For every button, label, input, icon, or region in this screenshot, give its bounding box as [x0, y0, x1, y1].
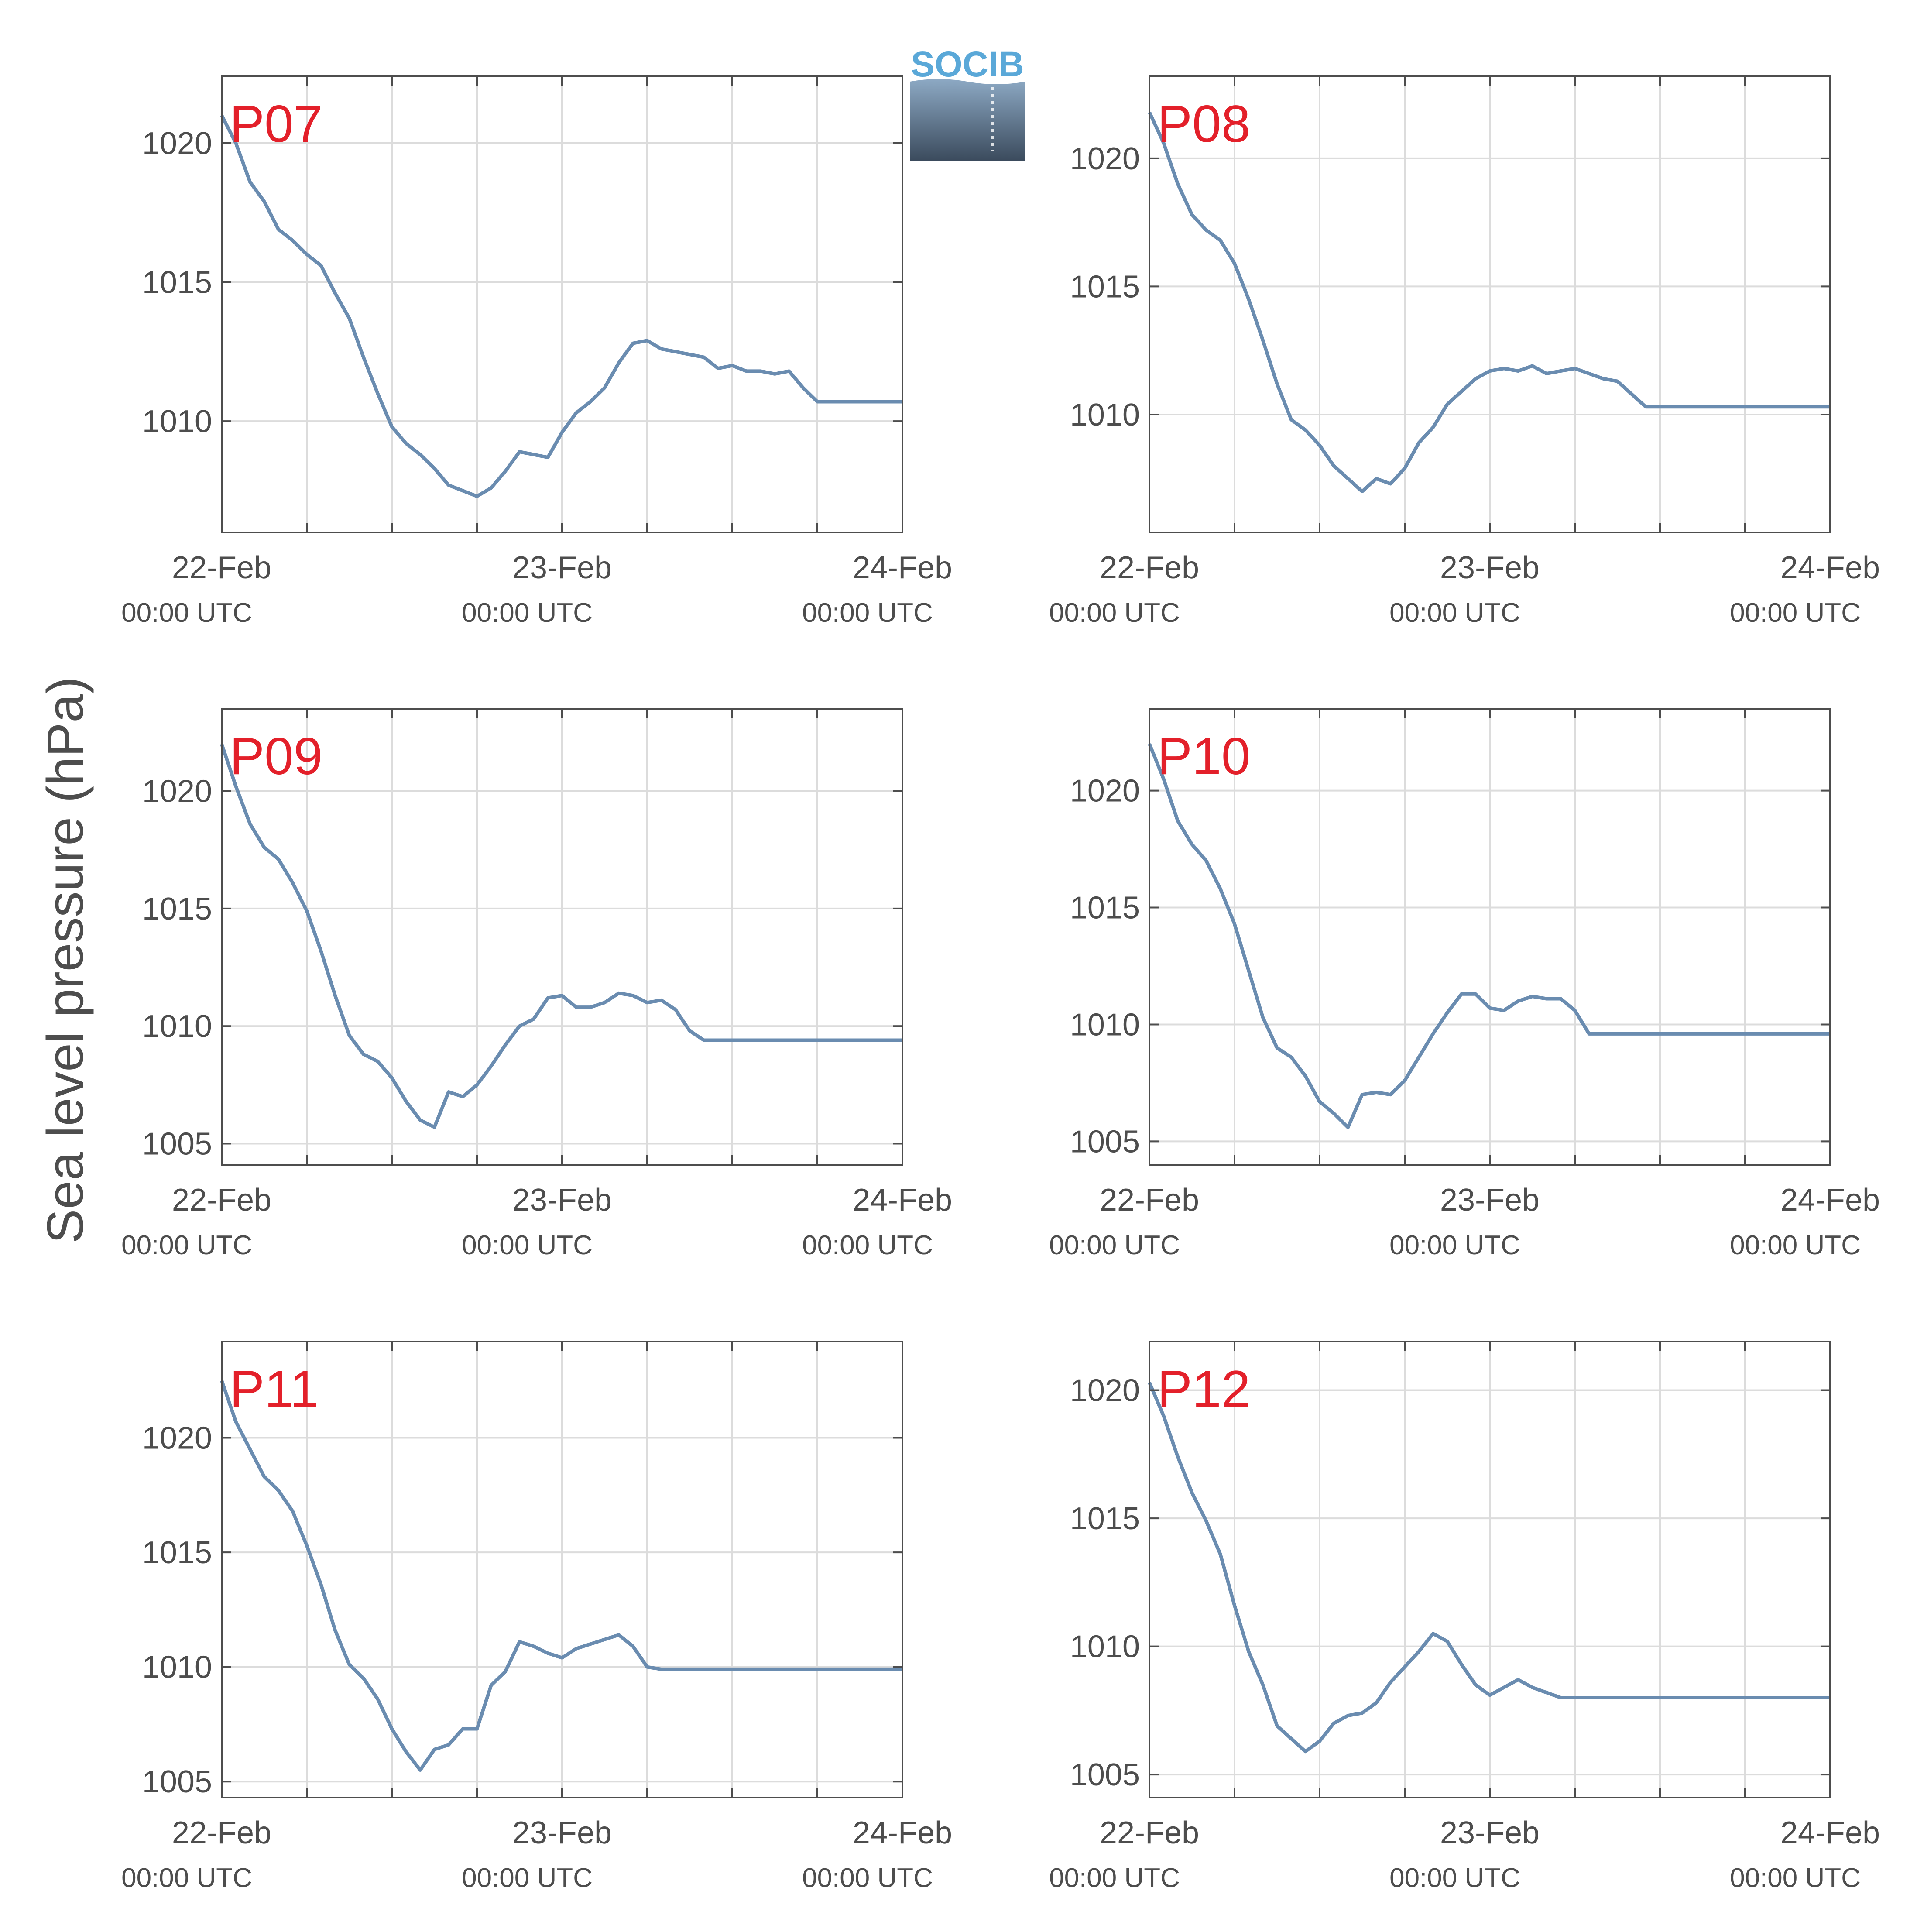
y-tick-label: 1015 [1070, 269, 1140, 304]
y-tick-label: 1020 [1070, 774, 1140, 809]
series-line [1148, 743, 1830, 1129]
x-tick-label: 23-Feb [512, 1183, 612, 1218]
x-tick-label: 22-Feb [1100, 1183, 1199, 1218]
x-tick-time-label: 00:00 UTC [1049, 1230, 1180, 1260]
y-tick-label: 1020 [1070, 141, 1140, 176]
x-tick-label: 23-Feb [1440, 1183, 1540, 1218]
series-line [1148, 111, 1830, 494]
y-tick-label: 1010 [142, 1650, 212, 1685]
x-tick-label: 22-Feb [172, 1815, 271, 1850]
panel-label: P12 [1157, 1360, 1251, 1418]
svg-text:SOCIB: SOCIB [911, 46, 1024, 84]
y-tick-label: 1015 [1070, 1501, 1140, 1536]
panel-label: P07 [230, 95, 323, 153]
x-tick-label: 24-Feb [853, 1183, 952, 1218]
x-tick-time-label: 00:00 UTC [1389, 1230, 1520, 1260]
y-tick-label: 1010 [142, 404, 212, 439]
x-tick-time-label: 00:00 UTC [462, 1863, 593, 1893]
x-tick-label: 22-Feb [172, 550, 271, 585]
x-tick-label: 23-Feb [1440, 550, 1540, 585]
y-tick-label: 1005 [1070, 1757, 1140, 1792]
panel-label: P08 [1157, 95, 1251, 153]
y-tick-label: 1020 [142, 126, 212, 161]
panel-p08: 22-Feb 00:00 UTC 23-Feb 00:00 UTC 24-Feb 00:0… [1049, 75, 1880, 628]
y-tick-label: 1015 [1070, 891, 1140, 926]
panel-p10: 22-Feb 00:00 UTC 23-Feb 00:00 UTC 24-Feb 00:0… [1049, 708, 1880, 1260]
x-tick-time-label: 00:00 UTC [121, 1863, 252, 1893]
panel-p12: 22-Feb 00:00 UTC 23-Feb 00:00 UTC 24-Feb 00:0… [1049, 1341, 1880, 1893]
panel-p07: 22-Feb 00:00 UTC 23-Feb 00:00 UTC 24-Feb 00:0… [121, 75, 952, 628]
series-line [220, 743, 902, 1129]
series-line [220, 114, 902, 498]
x-tick-time-label: 00:00 UTC [802, 598, 933, 628]
y-tick-label: 1020 [142, 774, 212, 809]
x-tick-time-label: 00:00 UTC [802, 1863, 933, 1893]
x-tick-label: 24-Feb [853, 550, 952, 585]
x-tick-time-label: 00:00 UTC [1389, 1863, 1520, 1893]
y-tick-label: 1010 [1070, 398, 1140, 432]
y-tick-label: 1005 [1070, 1124, 1140, 1159]
x-tick-label: 24-Feb [853, 1815, 952, 1850]
y-axis-label: Sea level pressure (hPa) [37, 676, 94, 1244]
x-tick-time-label: 00:00 UTC [462, 598, 593, 628]
x-tick-label: 23-Feb [512, 1815, 612, 1850]
x-tick-label: 23-Feb [512, 550, 612, 585]
panel-label: P10 [1157, 727, 1251, 786]
x-tick-time-label: 00:00 UTC [1049, 1863, 1180, 1893]
x-tick-time-label: 00:00 UTC [121, 598, 252, 628]
series-line [220, 1380, 902, 1772]
y-tick-label: 1010 [142, 1009, 212, 1044]
x-tick-time-label: 00:00 UTC [1730, 1230, 1861, 1260]
y-tick-label: 1015 [142, 892, 212, 927]
x-tick-time-label: 00:00 UTC [802, 1230, 933, 1260]
x-tick-label: 24-Feb [1780, 1183, 1880, 1218]
panel-p11: 22-Feb 00:00 UTC 23-Feb 00:00 UTC 24-Feb 00:0… [121, 1341, 952, 1893]
y-tick-label: 1020 [1070, 1373, 1140, 1408]
panel-label: P11 [230, 1360, 319, 1418]
panel-p09: 22-Feb 00:00 UTC 23-Feb 00:00 UTC 24-Feb 00:0… [121, 708, 952, 1260]
x-tick-time-label: 00:00 UTC [1730, 598, 1861, 628]
y-tick-label: 1005 [142, 1764, 212, 1799]
x-tick-time-label: 00:00 UTC [1389, 598, 1520, 628]
y-tick-label: 1020 [142, 1421, 212, 1456]
x-tick-label: 22-Feb [1100, 1815, 1199, 1850]
x-tick-label: 22-Feb [172, 1183, 271, 1218]
y-tick-label: 1015 [142, 265, 212, 300]
socib-logo: SOCIB [910, 46, 1025, 161]
x-tick-time-label: 00:00 UTC [1730, 1863, 1861, 1893]
x-tick-time-label: 00:00 UTC [121, 1230, 252, 1260]
x-tick-label: 24-Feb [1780, 1815, 1880, 1850]
x-tick-time-label: 00:00 UTC [462, 1230, 593, 1260]
y-tick-label: 1015 [142, 1535, 212, 1570]
x-tick-label: 24-Feb [1780, 550, 1880, 585]
y-tick-label: 1005 [142, 1127, 212, 1162]
x-tick-label: 23-Feb [1440, 1815, 1540, 1850]
series-line [1148, 1382, 1830, 1754]
panel-label: P09 [230, 727, 323, 786]
y-tick-label: 1010 [1070, 1630, 1140, 1664]
x-tick-label: 22-Feb [1100, 550, 1199, 585]
x-tick-time-label: 00:00 UTC [1049, 598, 1180, 628]
y-tick-label: 1010 [1070, 1007, 1140, 1042]
